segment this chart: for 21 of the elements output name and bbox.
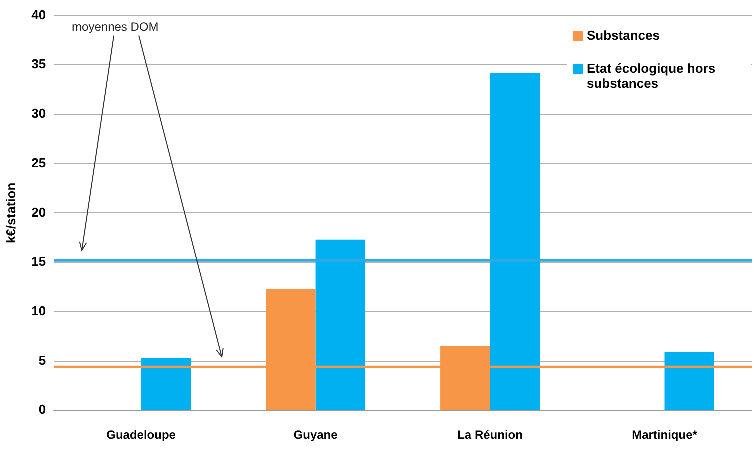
bar — [316, 240, 366, 410]
y-tick-label: 0 — [38, 402, 46, 418]
x-tick-label: Martinique* — [632, 428, 698, 442]
x-tick-label: La Réunion — [458, 428, 523, 442]
y-tick-label: 25 — [32, 155, 46, 170]
y-tick-label: 10 — [32, 303, 46, 318]
y-axis-title: k€/station — [3, 182, 18, 244]
bar — [664, 352, 714, 410]
bar — [141, 358, 192, 410]
y-tick-label: 15 — [32, 254, 46, 270]
annotation: moyennes DOM — [72, 20, 159, 34]
legend-label: Etat écologique hors substances — [587, 60, 717, 91]
x-tick-label: Guyane — [294, 428, 338, 442]
y-tick-label: 5 — [38, 352, 46, 368]
legend-label: Substances — [587, 28, 660, 43]
y-tick-label: 35 — [32, 56, 46, 72]
y-tick-label: 40 — [32, 7, 46, 22]
y-tick-label: 20 — [32, 204, 46, 220]
x-tick-label: Guadeloupe — [106, 428, 176, 442]
bar — [490, 73, 540, 410]
y-tick-label: 30 — [32, 106, 46, 122]
